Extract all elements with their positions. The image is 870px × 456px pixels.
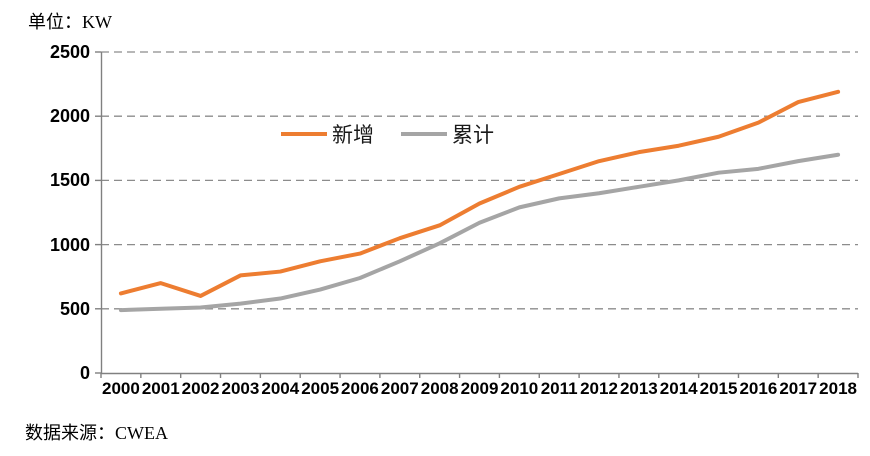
x-axis-tick-label: 2009 [460,379,499,398]
series-line-new [118,89,841,298]
y-axis-tick-label: 1500 [49,170,90,191]
y-axis-tick-label: 2500 [49,42,90,62]
x-axis-tick-label: 2004 [261,379,300,398]
x-axis-tick-label: 2007 [380,379,419,398]
x-axis-tick-label: 2010 [500,379,539,398]
x-axis-tick-label: 2014 [659,379,698,398]
legend-item-cumulative: 累计 [401,119,494,149]
x-axis-tick-label: 2012 [580,379,618,398]
legend-item-new: 新增 [281,119,374,149]
y-axis-tick-label: 1000 [49,234,90,255]
legend: 新增 累计 [281,119,494,149]
x-axis-tick-label: 2017 [779,379,818,398]
x-axis-tick-label: 2015 [699,379,738,398]
x-axis-tick-label: 2011 [540,379,578,398]
x-axis-tick-label: 2008 [420,379,459,398]
x-axis-tick-label: 2013 [619,379,658,398]
legend-swatch-cumulative-line [401,132,447,136]
source-label: 数据来源：CWEA [25,423,168,443]
x-axis-tick-label: 2003 [221,379,260,398]
x-axis-tick-label: 2000 [101,379,140,398]
x-axis-tick-label: 2001 [141,379,180,398]
x-axis-tick-label: 2006 [341,379,379,398]
legend-label-new: 新增 [332,123,374,147]
x-axis-tick-label: 2002 [181,379,220,398]
x-axis-tick-label: 2005 [301,379,340,398]
y-axis-tick-label: 2000 [49,106,90,127]
y-axis-tick-label: 0 [79,363,90,383]
legend-swatch-new-line [281,132,327,136]
x-axis-tick-label: 2016 [739,379,778,398]
unit-label: 单位：KW [28,12,112,32]
legend-label-cumulative: 累计 [452,123,494,147]
series-line-cumulative [118,152,841,313]
y-axis-tick-label: 500 [59,298,90,319]
x-axis-tick-label: 2018 [819,379,857,398]
